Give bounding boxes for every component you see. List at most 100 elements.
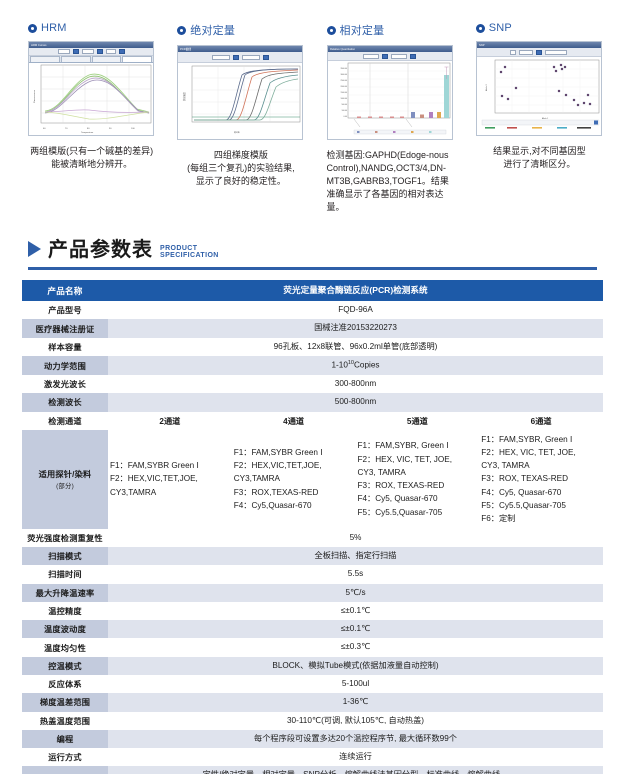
row-label: 温控精度 (22, 601, 108, 621)
svg-text:2000.00: 2000.00 (340, 86, 347, 88)
triangle-right-icon (28, 241, 41, 258)
relative-quant-chart-svg: 3500.00 3000.00 2500.00 2000.00 1500.00 100… (340, 62, 450, 135)
toolbar-dropdown-1[interactable] (211, 54, 230, 60)
toolbar-button-1[interactable] (510, 49, 517, 55)
toolbar-dropdown-yaxis[interactable] (391, 53, 407, 59)
svg-text:循环数: 循环数 (234, 130, 240, 134)
row-value: BLOCK、模拟Tube模式(依据加液量自动控制) (108, 656, 603, 675)
hrm-chart-svg: 60 70 80 90 100 Temperature Fluorescence (33, 64, 152, 134)
toolbar-dropdown-arrow-1[interactable] (536, 49, 543, 55)
panel-absolute-quant-title: 绝对定量 (190, 25, 236, 37)
row-value: 定性/绝对定量、相对定量、SNP分析、熔解曲线法基因分型、标准曲线、熔解曲线、 … (108, 766, 603, 774)
panel-snp-title: SNP (488, 22, 512, 34)
window-title-text: SNP (478, 43, 485, 47)
row-label: 动力学范围 (22, 356, 108, 376)
row-label: 扫描模式 (22, 546, 108, 566)
circle-bullet-icon (475, 23, 485, 33)
panel-relative-quant-title: 相对定量 (339, 25, 385, 37)
channel-6: 6通道 (530, 416, 552, 426)
channel-5: 5通道 (406, 416, 428, 426)
panel-absolute-quant-screenshot: PCR曲线 (177, 45, 304, 140)
toolbar-dropdown-3[interactable] (105, 49, 116, 54)
row-label: 医疗器械注册证 (22, 319, 108, 338)
relative-quant-chart: 3500.00 3000.00 2500.00 2000.00 1500.00 100… (327, 61, 452, 139)
spec-table-body: 产品名称 荧光定量聚合酶链反应(PCR)检测系统 产品型号 FQD-96A 医疗… (22, 280, 603, 774)
row-value: 5% (108, 528, 603, 547)
tab-melting-curve[interactable] (60, 56, 91, 62)
panel-hrm-head: HRM (28, 22, 155, 34)
row-value: 5-100ul (108, 674, 603, 694)
svg-text:100.00: 100.00 (341, 110, 347, 112)
window-title-text: PCR曲线 (180, 47, 192, 51)
row-label: 最大升降温速率 (22, 583, 108, 602)
row-value: 1-1010Copies (108, 356, 603, 376)
row-label: 反应体系 (22, 674, 108, 694)
svg-text:100: 100 (131, 128, 135, 130)
table-header-row: 产品名称 荧光定量聚合酶链反应(PCR)检测系统 (22, 280, 603, 302)
page-title: 产品参数表 (48, 239, 153, 262)
toolbar-dropdown-2[interactable] (545, 49, 568, 55)
table-row: 产品型号 FQD-96A (22, 301, 603, 320)
row-value: ≤±0.1℃ (108, 620, 603, 639)
row-value: 96孔板、12x8联管、96x0.2ml单管(底部透明) (108, 337, 603, 357)
section-divider (28, 267, 597, 271)
toolbar-dropdown-arrow-1[interactable] (382, 53, 388, 59)
table-row: 动力学范围 1-1010Copies (22, 356, 603, 376)
svg-text:60: 60 (43, 128, 46, 130)
toolbar-dropdown-2[interactable] (241, 54, 260, 60)
window-tabs[interactable] (29, 56, 153, 63)
toolbar-dropdown-arrow-3[interactable] (118, 49, 125, 54)
tab-fluorescence-curve[interactable] (30, 56, 60, 62)
svg-text:荧光强度: 荧光强度 (182, 91, 186, 101)
section-header: 产品参数表 PRODUCT SPECIFICATION (28, 240, 625, 260)
row-label: 检测通道 (22, 411, 108, 430)
panel-relative-quant-screenshot: Relative Quantitation (326, 45, 453, 140)
toolbar-dropdown-arrow-2[interactable] (96, 49, 103, 54)
panel-absolute-quant: 绝对定量 PCR曲线 (177, 22, 304, 214)
snp-scatter-chart: Allele 1 Allele 2 (476, 57, 601, 135)
toolbar-dropdown-arrow-1[interactable] (232, 54, 239, 60)
table-row: 梯度温差范围 1-36℃ (22, 693, 603, 712)
row-label: 温度均匀性 (22, 638, 108, 657)
svg-text:Temperature: Temperature (81, 131, 94, 134)
toolbar-dropdown-arrow-2[interactable] (262, 54, 269, 60)
svg-text:70: 70 (65, 128, 68, 130)
header-value: 荧光定量聚合酶链反应(PCR)检测系统 (108, 280, 603, 302)
toolbar-dropdown-2[interactable] (81, 49, 94, 54)
toolbar-dropdown-1[interactable] (519, 49, 534, 55)
row-value: 30-110℃(可调, 默认105℃, 自动热盖) (108, 711, 603, 730)
table-row: 扫描模式 全板扫描、指定行扫描 (22, 546, 603, 566)
dye-col-2ch: F1：FAM,SYBR Green I F2：HEX,VIC,TET,JOE, … (110, 461, 199, 497)
tab-derivative-curve[interactable] (91, 56, 122, 62)
panel-snp-screenshot: SNP (475, 41, 602, 136)
table-row: 控温模式 BLOCK、模拟Tube模式(依据加液量自动控制) (22, 656, 603, 675)
row-label: 产品型号 (22, 301, 108, 320)
row-value: 5℃/s (108, 583, 603, 602)
feature-panels: HRM HRM Curves (0, 0, 625, 214)
page-title-en-line2: SPECIFICATION (160, 251, 219, 259)
row-label: 扫描时间 (22, 565, 108, 584)
table-row: 热盖温度范围 30-110℃(可调, 默认105℃, 自动热盖) (22, 711, 603, 730)
toolbar-dropdown-xaxis[interactable] (363, 53, 379, 59)
toolbar-dropdown-arrow-2[interactable] (410, 53, 416, 59)
table-row: 温度均匀性 ≤±0.3℃ (22, 638, 603, 657)
table-row: 特色功能定性/绝对定量、相对定量、SNP分析、熔解曲线法基因分型、标准曲线、熔解… (22, 766, 603, 774)
row-label-text: 适用探针/染料 (38, 470, 92, 480)
tab-difference-plot[interactable] (122, 56, 152, 62)
table-row: 运行方式 连续运行 (22, 748, 603, 767)
row-value: FQD-96A (108, 301, 603, 320)
row-value: 全板扫描、指定行扫描 (108, 546, 603, 566)
table-row-channels: 检测通道 2通道 4通道 5通道 6通道 (22, 411, 603, 430)
panel-hrm-caption: 两组模版(只有一个碱基的差异) 能被清晰地分辨开。 (30, 146, 154, 170)
table-row: 医疗器械注册证 国械注准20153220273 (22, 319, 603, 338)
channel-2: 2通道 (159, 416, 181, 426)
panel-absolute-quant-caption: 四组梯度模版 (每组三个复孔)的实验结果, 显示了良好的稳定性。 (187, 150, 295, 187)
table-row-dyes: 适用探针/染料 (部分) F1：FAM,SYBR Green I F2：HEX,… (22, 429, 603, 529)
row-label: 温度波动度 (22, 620, 108, 639)
table-row: 温度波动度 ≤±0.1℃ (22, 620, 603, 639)
toolbar-dropdown-1[interactable] (57, 49, 70, 54)
spec-table: 产品名称 荧光定量聚合酶链反应(PCR)检测系统 产品型号 FQD-96A 医疗… (22, 280, 603, 774)
row-label: 运行方式 (22, 748, 108, 767)
toolbar-dropdown-arrow-1[interactable] (72, 49, 79, 54)
